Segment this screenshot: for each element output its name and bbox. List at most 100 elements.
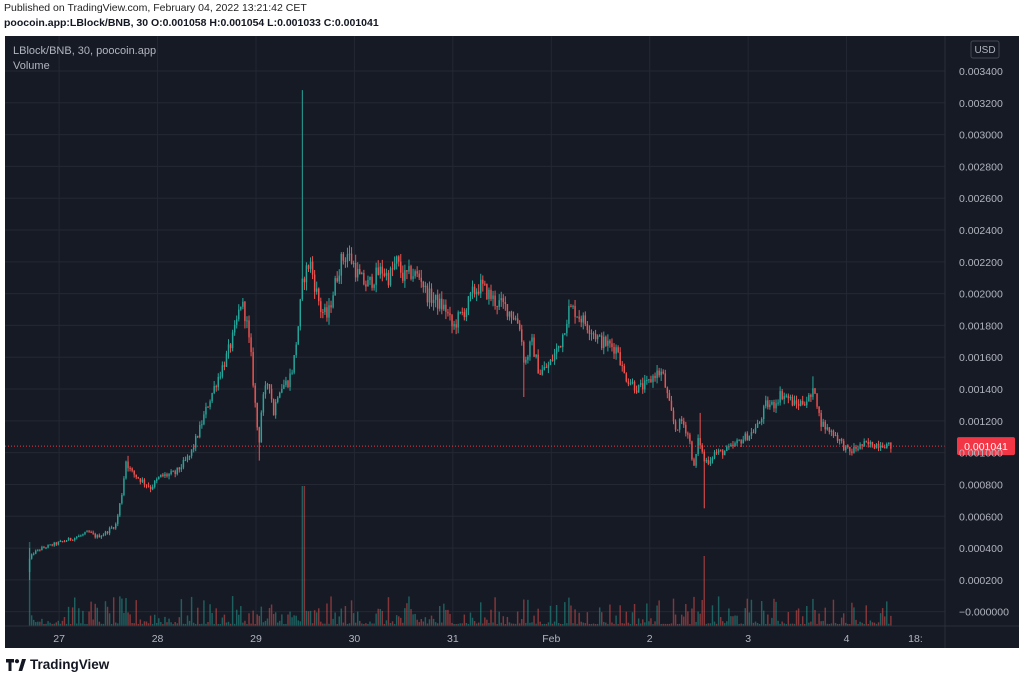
y-tick-label: 0.003000	[959, 130, 1003, 142]
candle-body	[299, 299, 302, 327]
candle-body	[514, 318, 517, 320]
volume-bar	[635, 623, 638, 626]
tradingview-logo-icon	[6, 658, 26, 671]
volume-bar	[469, 612, 472, 626]
candle-body	[47, 545, 49, 548]
volume-bar	[37, 621, 39, 626]
volume-bar	[350, 600, 353, 626]
candle-body	[78, 535, 80, 538]
volume-bar	[678, 623, 681, 626]
candle-body	[441, 298, 443, 310]
candle-body	[449, 313, 451, 316]
candle-body	[814, 388, 816, 394]
candle-body	[250, 337, 252, 353]
volume-bar	[584, 623, 587, 626]
volume-bar	[57, 620, 60, 626]
volume-bar	[270, 604, 273, 626]
candle-body	[613, 346, 615, 354]
volume-bar	[797, 608, 800, 626]
volume-bar	[285, 623, 287, 626]
volume-bar	[229, 623, 232, 626]
volume-bar	[28, 542, 31, 626]
candle-body	[625, 373, 628, 382]
symbol-legend[interactable]: LBlock/BNB, 30, poocoin.app	[13, 45, 157, 57]
volume-bar	[395, 615, 398, 626]
candle-body	[592, 333, 595, 335]
candle-body	[416, 271, 418, 274]
candle-body	[789, 396, 792, 399]
volume-bar	[488, 623, 490, 626]
candle-body	[486, 284, 488, 299]
candle-body	[857, 448, 859, 450]
volume-bar	[888, 623, 890, 626]
candle-body	[539, 373, 541, 375]
volume-bar	[205, 623, 207, 626]
volume-bar	[847, 623, 849, 626]
candle-body	[117, 515, 119, 524]
tradingview-logo[interactable]: TradingView	[6, 657, 109, 672]
candle-body	[383, 273, 386, 276]
candle-body	[172, 471, 174, 473]
volume-bar	[416, 619, 418, 626]
candle-body	[258, 427, 261, 443]
candle-body	[793, 400, 796, 406]
volume-bar	[619, 605, 621, 626]
volume-bar	[662, 623, 664, 626]
candle-body	[847, 445, 849, 447]
candle-body	[129, 468, 131, 470]
volume-bar	[168, 618, 170, 626]
candle-body	[551, 359, 554, 361]
candle-body	[580, 318, 582, 323]
volume-bar	[90, 601, 92, 626]
candle-body	[748, 435, 751, 441]
volume-bar	[381, 610, 384, 626]
candle-body	[570, 305, 572, 307]
candle-body	[623, 366, 626, 374]
volume-bar	[215, 608, 217, 626]
volume-bar	[746, 598, 749, 626]
candle-body	[65, 540, 68, 542]
candle-body	[531, 337, 533, 342]
volume-bar	[504, 623, 507, 626]
candlestick-chart[interactable]: 0.001041 0.003400 0.003200 0.003000 0.00280…	[5, 36, 1019, 648]
chart-background	[5, 36, 1019, 648]
volume-bar	[765, 623, 767, 626]
volume-legend[interactable]: Volume	[13, 60, 50, 72]
volume-bar	[557, 623, 560, 626]
volume-bar	[428, 619, 431, 626]
candle-body	[744, 433, 746, 440]
volume-bar	[890, 615, 892, 626]
volume-bar	[184, 623, 187, 626]
candle-body	[96, 535, 99, 538]
volume-bar	[301, 486, 304, 626]
volume-bar	[371, 623, 373, 626]
candle-body	[80, 535, 82, 537]
volume-bar	[613, 623, 615, 626]
candle-body	[617, 347, 619, 353]
candle-body	[102, 534, 105, 536]
volume-bar	[47, 621, 49, 626]
volume-bar	[258, 615, 261, 626]
volume-bar	[631, 612, 634, 626]
volume-bar	[832, 599, 835, 626]
candle-body	[746, 433, 749, 441]
candle-body	[801, 400, 804, 405]
volume-bar	[748, 612, 751, 626]
candle-body	[541, 369, 543, 375]
candle-body	[41, 547, 43, 551]
candle-body	[631, 381, 634, 384]
candle-body	[830, 430, 833, 432]
candle-body	[338, 275, 340, 282]
candle-body	[652, 375, 654, 383]
volume-bar	[549, 605, 552, 626]
volume-bar	[703, 556, 705, 626]
candle-body	[799, 400, 802, 406]
volume-bar	[799, 623, 802, 626]
candle-body	[92, 532, 94, 534]
volume-bar	[461, 623, 464, 626]
candle-body	[555, 348, 558, 354]
volume-bar	[863, 623, 865, 626]
candle-body	[545, 366, 548, 368]
chart-area[interactable]: 0.001041 0.003400 0.003200 0.003000 0.00280…	[5, 36, 1019, 648]
volume-bar	[816, 623, 818, 626]
